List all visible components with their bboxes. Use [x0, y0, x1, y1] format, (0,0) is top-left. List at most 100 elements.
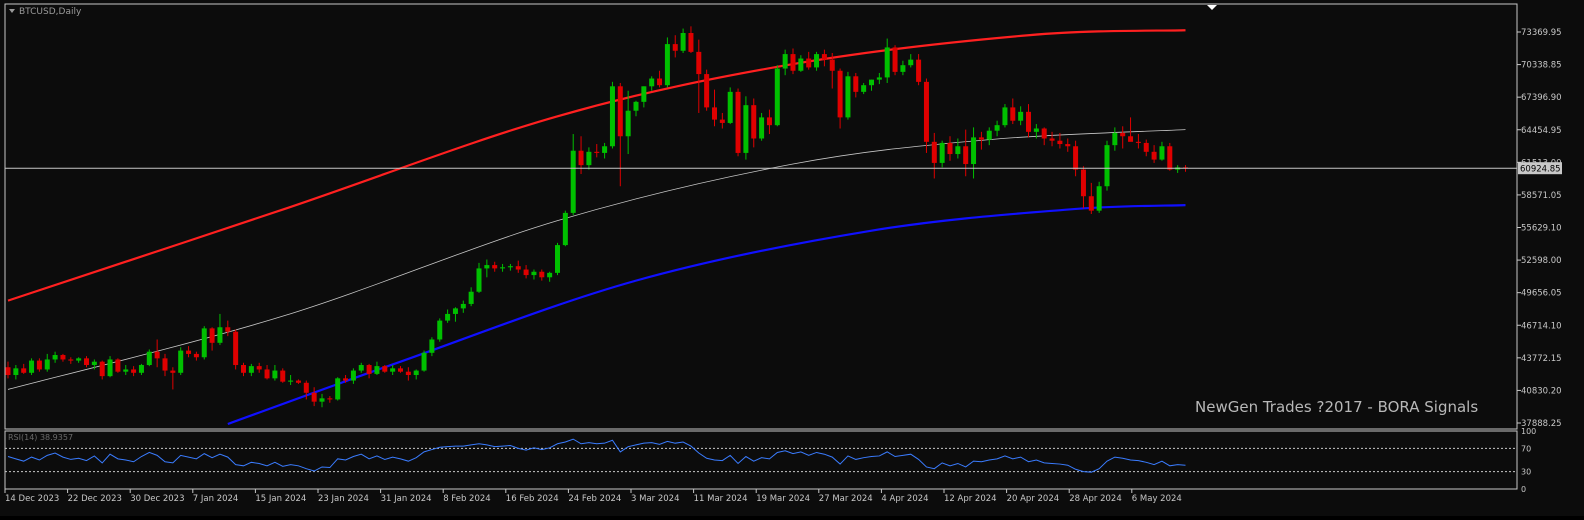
candle-body — [193, 353, 199, 358]
candle — [99, 360, 105, 380]
candle-body — [923, 81, 929, 142]
candle-body — [429, 339, 435, 353]
candle — [327, 396, 333, 403]
candle — [413, 369, 419, 380]
x-tick-label: 12 Apr 2024 — [944, 494, 997, 504]
candle — [586, 147, 592, 170]
candle — [696, 39, 702, 113]
x-tick-label: 31 Jan 2024 — [381, 494, 432, 504]
watermark: NewGen Trades ?2017 - BORA Signals — [1195, 398, 1478, 416]
candle-body — [217, 327, 223, 343]
y-tick-label: 55629.10 — [1521, 224, 1562, 234]
candle — [971, 127, 977, 179]
x-tick-label: 23 Jan 2024 — [318, 494, 369, 504]
y-tick-label: 64454.95 — [1521, 126, 1562, 136]
candle — [452, 307, 458, 322]
candle — [52, 351, 58, 363]
candle — [869, 79, 874, 91]
candle — [994, 120, 1000, 137]
candle — [547, 271, 553, 282]
candle-body — [939, 142, 945, 163]
dropdown-icon[interactable] — [9, 9, 15, 13]
candle-body — [107, 359, 113, 377]
y-tick-label: 46714.10 — [1521, 321, 1562, 331]
candle-body — [814, 54, 820, 68]
candle — [507, 263, 513, 271]
y-tick-label: 73369.95 — [1521, 28, 1562, 38]
candle-body — [1041, 128, 1047, 139]
x-tick-label: 3 Mar 2024 — [631, 494, 679, 504]
candle — [1159, 141, 1165, 161]
candle-body — [774, 68, 780, 126]
candle-body — [1080, 169, 1086, 197]
candle-body — [445, 313, 451, 321]
candle — [617, 82, 623, 187]
candle-body — [869, 79, 874, 86]
candle — [602, 142, 608, 159]
candle — [209, 327, 215, 351]
candle — [405, 367, 411, 381]
candle — [476, 262, 482, 293]
candle — [445, 309, 451, 323]
candle-body — [162, 358, 168, 371]
candle-body — [319, 398, 325, 402]
candle-body — [539, 271, 545, 278]
candle — [280, 368, 286, 383]
candle — [460, 300, 466, 313]
candle-body — [492, 265, 498, 269]
candle-body — [798, 58, 804, 71]
candle-body — [1135, 141, 1141, 143]
candle — [743, 96, 749, 160]
candle-body — [138, 365, 144, 373]
candle — [523, 265, 529, 279]
candle-body — [209, 328, 215, 343]
candle — [641, 86, 647, 108]
candle-body — [500, 267, 506, 269]
candle-body — [52, 355, 58, 360]
candle-body — [1143, 142, 1149, 152]
candle-body — [405, 371, 411, 376]
candle-body — [468, 291, 474, 304]
candle — [36, 358, 42, 372]
candle-body — [146, 351, 152, 366]
candle — [555, 242, 560, 276]
candle — [806, 51, 812, 70]
candle-body — [13, 368, 19, 376]
candle — [1120, 126, 1126, 149]
candle-body — [1120, 132, 1126, 137]
candle-body — [350, 370, 356, 381]
candle — [154, 339, 160, 368]
x-tick-label: 11 Mar 2024 — [694, 494, 748, 504]
candle — [515, 260, 521, 273]
y-tick-label: 40830.20 — [1521, 386, 1562, 396]
x-tick-label: 16 Feb 2024 — [506, 494, 559, 504]
chart-shift-icon[interactable] — [1207, 5, 1217, 10]
candle-body — [586, 151, 592, 166]
candle — [782, 49, 788, 76]
candle-body — [131, 369, 137, 373]
candle — [1104, 140, 1110, 191]
candle-body — [790, 54, 796, 71]
candle-body — [154, 351, 160, 359]
candle-body — [712, 107, 717, 120]
candle — [719, 112, 725, 129]
candle-body — [649, 78, 655, 87]
candle-body — [515, 266, 521, 270]
candle — [853, 72, 859, 98]
candle-body — [861, 85, 867, 92]
candle — [421, 350, 427, 372]
candle-body — [484, 265, 490, 269]
candle — [821, 49, 827, 67]
candle — [1112, 127, 1118, 151]
candle-body — [460, 303, 466, 309]
x-tick-label: 28 Apr 2024 — [1069, 494, 1122, 504]
candle-body — [272, 370, 278, 379]
candle — [1026, 104, 1031, 138]
y-tick-label: 49656.05 — [1521, 289, 1562, 299]
candle-body — [1151, 151, 1157, 160]
candle — [861, 82, 867, 95]
candle — [484, 259, 490, 278]
candle — [1128, 117, 1134, 142]
